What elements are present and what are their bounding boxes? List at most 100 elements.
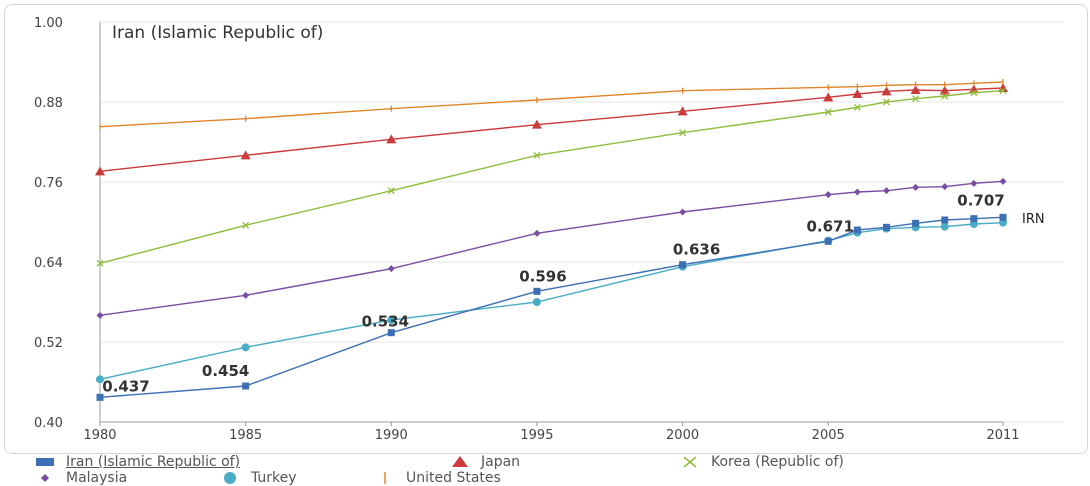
data-point: [882, 187, 890, 195]
data-point: [941, 92, 949, 100]
data-point: [241, 343, 250, 352]
x-tick-label: 2011: [986, 428, 1019, 443]
legend-label: Iran (Islamic Republic of): [66, 454, 241, 470]
legend-marker-icon: [36, 458, 54, 466]
y-tick-label: 1.00: [34, 16, 63, 31]
hdi-line-chart: 0.40 0.52 0.64 0.76 0.88 1.00 1980 1985 1990 1995…: [34, 16, 1063, 443]
data-point: [386, 134, 397, 144]
x-tick-label: 1990: [375, 428, 408, 443]
data-point: [679, 208, 687, 216]
data-point: [387, 316, 396, 324]
data-point: [96, 311, 104, 319]
data-point: [941, 216, 949, 224]
series-korea-republic-of: [96, 87, 1007, 267]
series-malaysia: [96, 177, 1007, 319]
series-lines: [95, 79, 1008, 401]
data-point: [999, 87, 1007, 95]
data-point: [679, 129, 687, 137]
legend-item[interactable]: Iran (Islamic Republic of): [30, 454, 240, 470]
series-turkey: [96, 218, 1007, 384]
legend-item[interactable]: Japan: [445, 454, 520, 470]
data-label: 0.636: [673, 241, 720, 259]
data-point: [912, 95, 920, 103]
data-point: [679, 261, 687, 269]
data-point: [533, 151, 541, 159]
data-label: 0.437: [102, 377, 149, 395]
x-tick-label: 1995: [520, 428, 553, 443]
legend-item[interactable]: Turkey: [215, 470, 297, 486]
axes: 0.40 0.52 0.64 0.76 0.88 1.00 1980 1985 1990 1995…: [34, 16, 1020, 443]
data-label: 0.707: [957, 191, 1004, 209]
data-label: 0.596: [519, 267, 566, 285]
data-point: [970, 89, 978, 97]
series-united-states: [99, 79, 1004, 130]
data-labels: 0.437 0.454 0.534 0.596 0.636 0.671 0.707: [102, 191, 1004, 395]
series-japan: [95, 83, 1008, 176]
data-point: [852, 89, 863, 98]
legend-label: Malaysia: [66, 470, 128, 486]
y-tick-label: 0.64: [34, 256, 63, 271]
data-point: [853, 226, 861, 234]
data-point: [824, 191, 832, 199]
data-point: [999, 213, 1007, 221]
legend-marker-icon: [683, 456, 697, 468]
data-point: [912, 183, 920, 191]
y-tick-label: 0.52: [34, 336, 63, 351]
data-point: [242, 382, 250, 390]
y-tick-label: 0.40: [34, 416, 63, 431]
y-tick-label: 0.88: [34, 96, 63, 111]
x-tick-label: 1980: [83, 428, 116, 443]
data-point: [677, 106, 688, 116]
y-tick-label: 0.76: [34, 176, 63, 191]
data-point: [533, 229, 541, 237]
data-point: [853, 188, 861, 196]
end-label-irn: IRN: [1022, 212, 1045, 227]
data-label: 0.454: [202, 362, 249, 380]
data-point: [970, 215, 978, 223]
data-point: [387, 329, 395, 337]
series-line: [99, 180, 1004, 316]
data-point: [823, 92, 834, 102]
data-point: [824, 108, 832, 116]
legend-item[interactable]: United States: [370, 470, 501, 486]
series-line: [99, 216, 1004, 398]
data-point: [910, 85, 921, 94]
data-point: [999, 177, 1007, 185]
data-point: [998, 83, 1008, 92]
legend-label: Turkey: [251, 470, 297, 486]
legend-item[interactable]: Malaysia: [30, 470, 127, 486]
legend-marker-icon: [224, 472, 236, 484]
data-point: [96, 393, 104, 401]
legend-marker-icon: [452, 456, 468, 467]
legend-label: Korea (Republic of): [711, 454, 844, 470]
data-point: [882, 223, 890, 231]
data-point: [883, 98, 890, 106]
legend-item[interactable]: Korea (Republic of): [675, 454, 844, 470]
data-point: [387, 265, 395, 273]
series-line: [99, 90, 1004, 264]
data-point: [881, 86, 892, 96]
chart-frame: [4, 4, 1088, 454]
data-point: [96, 375, 104, 384]
data-point: [387, 187, 395, 195]
data-label: 0.671: [806, 217, 853, 235]
legend-label: Japan: [481, 454, 521, 470]
data-point: [853, 103, 861, 111]
data-point: [240, 150, 251, 160]
data-point: [95, 166, 105, 176]
legend-marker-icon: [384, 472, 386, 484]
series-line: [99, 87, 1004, 172]
x-tick-label: 1985: [229, 428, 262, 443]
data-point: [970, 179, 978, 187]
data-point: [242, 291, 250, 299]
data-point: [532, 298, 541, 306]
legend-marker-icon: [41, 474, 49, 482]
x-tick-label: 2000: [666, 428, 699, 443]
data-point: [533, 287, 541, 295]
series-line: [99, 222, 1004, 380]
legend-label: United States: [406, 470, 501, 486]
data-point: [912, 219, 920, 227]
data-point: [824, 237, 832, 245]
series-line: [99, 81, 1004, 128]
data-point: [940, 222, 949, 231]
